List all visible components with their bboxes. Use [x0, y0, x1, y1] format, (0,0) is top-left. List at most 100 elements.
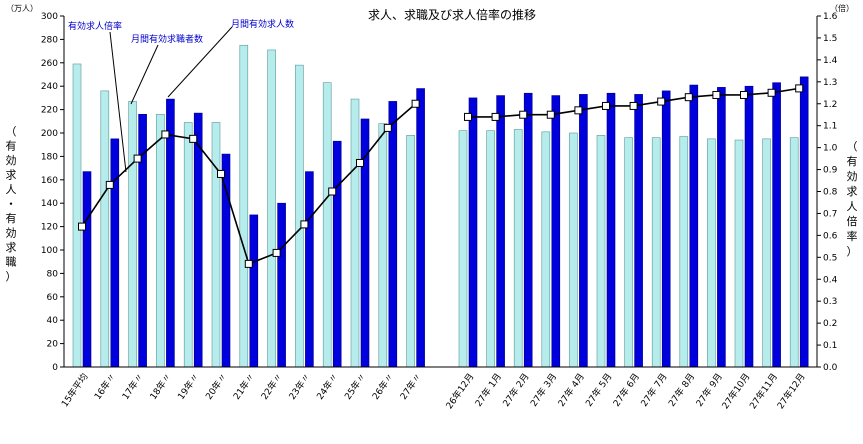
- left-tick-label-9: 180: [41, 152, 58, 162]
- bar-seekers-13: [458, 130, 468, 368]
- left-tick-label-0: 0: [52, 363, 58, 373]
- bar-seekers-9: [322, 82, 332, 368]
- axes-layer: [60, 15, 821, 368]
- x-tick-label-9: 24年〃: [314, 371, 341, 402]
- ratio-point-23: [740, 90, 748, 99]
- chart-title: 求人、求職及び求人倍率の推移: [368, 7, 536, 22]
- left-tick-label-12: 240: [41, 82, 58, 92]
- left-tick-label-1: 20: [47, 340, 59, 350]
- bar-seekers-22: [707, 138, 716, 368]
- ratio-point-20: [657, 97, 666, 106]
- bar-openings-8: [305, 171, 314, 368]
- bar-openings-9: [332, 140, 342, 368]
- bar-openings-12: [416, 88, 425, 368]
- x-tick-label-0: 15年平均: [59, 371, 91, 409]
- bar-seekers-24: [762, 138, 771, 368]
- x-tick-label-25: 27年12月: [774, 371, 807, 411]
- ratio-point-2: [133, 154, 142, 163]
- ratio-point-13: [464, 112, 472, 121]
- ratio-point-11: [383, 123, 392, 132]
- x-tick-label-16: 27年 3月: [528, 371, 560, 409]
- bar-seekers-16: [541, 131, 551, 368]
- annotation-layer: 有効求人倍率 月間有効求職者数 月間有効求人数: [68, 18, 294, 173]
- left-tick-label-15: 300: [41, 12, 58, 22]
- ratio-point-3: [161, 130, 170, 139]
- ratio-point-18: [602, 101, 610, 110]
- bar-openings-13: [468, 97, 478, 368]
- ratio-point-9: [328, 187, 337, 196]
- x-tick-label-21: 27年 8月: [666, 371, 698, 409]
- left-tick-label-5: 100: [41, 246, 58, 256]
- right-tick-label-6: 0.6: [823, 231, 838, 241]
- bar-openings-3: [166, 98, 175, 368]
- bar-openings-20: [661, 90, 671, 368]
- x-tick-label-4: 19年〃: [175, 371, 202, 402]
- left-tick-label-6: 120: [41, 223, 58, 233]
- x-tick-label-12: 27年〃: [397, 371, 424, 402]
- x-tick-label-18: 27年 5月: [583, 371, 615, 409]
- x-tick-label-11: 26年〃: [370, 371, 397, 402]
- bar-seekers-5: [211, 122, 221, 368]
- bar-openings-5: [221, 153, 231, 368]
- ratio-point-19: [629, 101, 638, 110]
- x-tick-label-10: 25年〃: [342, 371, 369, 402]
- annotation-seekers: 月間有効求職者数: [131, 33, 203, 45]
- left-tick-label-13: 260: [41, 59, 58, 69]
- x-tick-label-7: 22年〃: [258, 371, 285, 402]
- ratio-point-22: [712, 90, 721, 99]
- bar-seekers-19: [624, 137, 633, 368]
- bar-openings-21: [689, 84, 699, 368]
- left-tick-label-3: 60: [47, 293, 59, 303]
- bar-seekers-10: [350, 98, 360, 368]
- ratio-point-14: [491, 112, 500, 121]
- leader-ratio: [109, 31, 127, 173]
- bar-openings-16: [551, 95, 561, 368]
- bar-openings-19: [634, 94, 643, 368]
- bar-seekers-8: [295, 64, 304, 368]
- bar-openings-6: [249, 214, 259, 368]
- x-tick-label-22: 27年 9月: [693, 371, 725, 409]
- ratio-point-7: [272, 248, 281, 257]
- annotation-openings: 月間有効求人数: [231, 18, 294, 30]
- bar-seekers-6: [239, 44, 249, 368]
- right-tick-label-15: 1.5: [823, 34, 837, 44]
- bar-openings-1: [110, 138, 120, 368]
- right-tick-label-8: 0.8: [823, 188, 838, 198]
- right-tick-label-12: 1.2: [823, 100, 837, 110]
- ratio-point-6: [244, 259, 253, 268]
- ratio-point-12: [411, 99, 420, 108]
- x-tick-label-17: 27年 4月: [555, 371, 587, 409]
- right-tick-label-1: 0.1: [823, 341, 837, 351]
- bar-openings-4: [193, 112, 203, 368]
- ratio-point-5: [217, 169, 225, 178]
- bar-seekers-3: [156, 113, 165, 368]
- ratio-point-25: [795, 84, 804, 93]
- right-tick-label-9: 0.9: [823, 166, 838, 176]
- leader-seekers: [130, 44, 159, 105]
- right-tick-label-0: 0.0: [823, 363, 838, 373]
- leader-openings: [167, 26, 233, 98]
- left-tick-label-11: 220: [41, 106, 58, 116]
- x-tick-label-20: 27年 7月: [638, 371, 670, 409]
- right-tick-label-10: 1.0: [823, 144, 838, 154]
- bar-openings-11: [388, 101, 398, 368]
- x-tick-label-15: 27年 2月: [500, 371, 532, 409]
- x-tick-label-3: 18年〃: [147, 371, 174, 402]
- bar-openings-23: [744, 85, 754, 368]
- x-tick-label-8: 23年〃: [286, 371, 313, 402]
- x-tick-label-5: 20年〃: [203, 371, 230, 402]
- bar-seekers-20: [651, 137, 661, 368]
- bar-seekers-0: [72, 63, 82, 368]
- bar-openings-17: [579, 94, 588, 368]
- right-tick-label-11: 1.1: [823, 122, 837, 132]
- x-tick-label-2: 17年〃: [119, 371, 146, 402]
- right-tick-label-7: 0.7: [823, 209, 837, 219]
- x-tick-label-1: 16年〃: [92, 371, 119, 402]
- x-tick-label-14: 27年 1月: [472, 371, 504, 409]
- bar-seekers-25: [789, 137, 799, 368]
- bar-openings-0: [82, 171, 92, 368]
- right-tick-label-16: 1.6: [823, 12, 838, 22]
- right-axis-unit: （倍）: [830, 3, 854, 13]
- left-tick-label-2: 40: [47, 316, 59, 326]
